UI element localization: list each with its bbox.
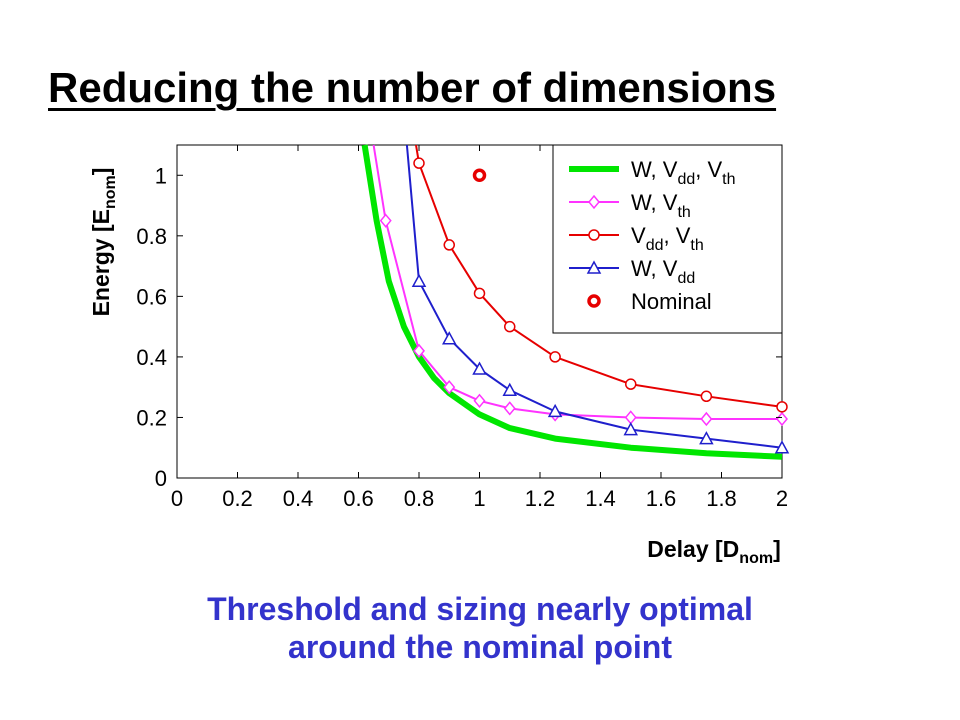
x-tick-label: 1 (473, 486, 485, 511)
x-tick-label: 0 (171, 486, 183, 511)
legend-marker-w_vth (588, 194, 600, 210)
legend-label-vdd_vth: Vdd, Vth (631, 223, 704, 254)
data-point-w_vdd (774, 440, 790, 454)
y-tick-label: 0.6 (136, 284, 167, 309)
x-tick-label: 1.8 (706, 486, 737, 511)
legend-label-w_vdd: W, Vdd (631, 256, 695, 287)
data-point-w_vth (413, 343, 425, 359)
data-point-w_vth (473, 393, 486, 408)
caption-line-1: Threshold and sizing nearly optimal (207, 591, 753, 627)
y-tick-label: 0.8 (136, 224, 167, 249)
data-point-w_vdd (623, 421, 639, 436)
data-point-w_vth (503, 401, 516, 416)
data-point-vdd_vth (443, 239, 455, 251)
data-point-vdd_vth (549, 351, 561, 363)
x-tick-label: 0.4 (283, 486, 314, 511)
series-line-w_vth (372, 144, 782, 420)
nominal-point (472, 168, 487, 183)
legend-label-nominal: Nominal (631, 289, 712, 314)
slide-caption: Threshold and sizing nearly optimal arou… (0, 590, 960, 666)
data-point-w_vth (700, 411, 713, 427)
data-point-w_vdd (699, 431, 714, 445)
x-tick-label: 1.6 (646, 486, 677, 511)
x-tick-label: 0.6 (343, 486, 374, 511)
data-point-w_vdd (411, 273, 427, 287)
x-tick-label: 0.8 (404, 486, 435, 511)
data-point-vdd_vth (413, 157, 425, 169)
data-point-w_vdd (472, 361, 487, 375)
x-axis-label: Delay [Dnom] (647, 536, 781, 567)
data-point-vdd_vth (625, 378, 637, 390)
data-point-w_vth (443, 380, 456, 395)
x-tick-label: 1.2 (525, 486, 556, 511)
legend-label-w_vdd_vth: W, Vdd, Vth (631, 157, 736, 188)
data-point-w_vth (379, 213, 392, 228)
data-point-vdd_vth (700, 390, 713, 403)
x-tick-label: 1.4 (585, 486, 616, 511)
series-vdd_vth (413, 144, 788, 413)
legend-marker-vdd_vth (588, 229, 600, 241)
slide-title: Reducing the number of dimensions (48, 64, 777, 111)
caption-line-2: around the nominal point (288, 629, 672, 665)
data-point-vdd_vth (776, 401, 788, 413)
x-tick-label: 0.2 (222, 486, 253, 511)
series-layer (361, 144, 790, 460)
series-w_vdd (405, 144, 790, 454)
legend-marker-w_vdd (586, 260, 602, 274)
data-point-vdd_vth (504, 320, 516, 333)
y-axis-label: Energy [Enom] (88, 168, 119, 317)
legend-swatch-nominal (587, 294, 601, 308)
data-point-w_vdd (441, 331, 457, 345)
data-point-vdd_vth (473, 287, 486, 300)
data-point-w_vdd (547, 403, 563, 418)
y-tick-label: 0.2 (136, 405, 167, 430)
y-tick-label: 1 (155, 163, 167, 188)
ticks-layer: 0 0.2 0.4 0.6 0.8 1 1.2 1.4 1.6 1.8 2 0 0.2 0.4 0.6 0.8… (136, 145, 788, 511)
data-point-w_vdd (502, 382, 518, 396)
y-tick-label: 0 (155, 466, 167, 491)
legend-label-w_vth: W, Vth (631, 190, 691, 221)
y-tick-label: 0.4 (136, 345, 167, 370)
x-tick-label: 2 (776, 486, 788, 511)
